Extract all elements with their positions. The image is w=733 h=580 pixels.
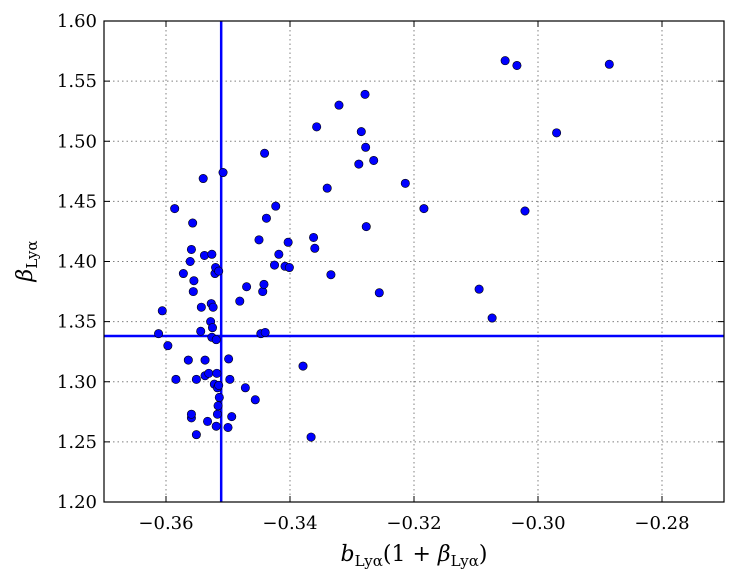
data-point [208, 323, 218, 333]
data-point [212, 368, 222, 378]
data-point [188, 287, 198, 297]
data-point [552, 128, 562, 138]
data-point [191, 374, 201, 384]
data-point [212, 409, 222, 419]
data-point [204, 368, 214, 378]
x-tick-label: −0.34 [262, 513, 317, 534]
y-tick-label: 1.35 [57, 312, 97, 333]
data-point [211, 335, 221, 345]
data-point [196, 326, 206, 336]
data-point [283, 237, 293, 247]
data-point [271, 201, 281, 211]
data-point [322, 183, 332, 193]
data-point [312, 122, 322, 132]
data-point [224, 354, 234, 364]
data-point [284, 263, 294, 273]
data-point [189, 276, 199, 286]
data-point [261, 213, 271, 223]
data-point [225, 374, 235, 384]
data-point [213, 401, 223, 411]
data-points [154, 56, 614, 442]
y-tick-label: 1.40 [57, 252, 97, 273]
data-point [520, 206, 530, 216]
y-tick-label: 1.60 [57, 11, 97, 32]
data-point [419, 204, 429, 214]
data-point [260, 148, 270, 158]
y-tick-labels: 1.20 1.25 1.30 1.35 1.40 1.45 1.50 1.55 1.60 [57, 11, 97, 513]
data-point [208, 302, 218, 312]
data-point [183, 355, 193, 365]
y-tick-label: 1.30 [57, 372, 97, 393]
data-point [260, 327, 270, 337]
data-point [214, 380, 224, 390]
data-point [360, 89, 370, 99]
data-point [199, 250, 209, 260]
data-point [400, 178, 410, 188]
data-point [354, 159, 364, 169]
data-point [306, 432, 316, 442]
data-point [474, 284, 484, 294]
data-point [185, 256, 195, 266]
data-point [512, 60, 522, 70]
data-point [326, 270, 336, 280]
data-point [170, 204, 180, 214]
x-tick-label: −0.36 [138, 513, 193, 534]
data-point [310, 243, 320, 253]
data-point [186, 244, 196, 254]
data-point [259, 279, 269, 289]
x-tick-label: −0.30 [510, 513, 565, 534]
data-point [240, 383, 250, 393]
data-point [269, 260, 279, 270]
data-point [242, 282, 252, 292]
x-tick-label: −0.32 [386, 513, 441, 534]
axis-ticks [104, 20, 724, 503]
x-tick-label: −0.28 [634, 513, 689, 534]
x-axis-label: bLyα(1 + βLyα) [340, 542, 487, 570]
data-point [203, 416, 213, 426]
y-tick-label: 1.50 [57, 131, 97, 152]
data-point [157, 306, 167, 316]
data-point [214, 392, 224, 402]
data-point [171, 374, 181, 384]
data-point [218, 168, 228, 178]
data-point [235, 296, 245, 306]
data-point [298, 361, 308, 371]
data-point [163, 341, 173, 351]
data-point [309, 232, 319, 242]
y-tick-label: 1.45 [57, 191, 97, 212]
data-point [369, 155, 379, 165]
data-point [191, 430, 201, 440]
y-axis-label: βLyα [13, 240, 41, 282]
data-point [196, 302, 206, 312]
y-tick-label: 1.20 [57, 492, 97, 513]
data-point [207, 249, 217, 259]
data-point [274, 249, 284, 259]
y-tick-label: 1.55 [57, 71, 97, 92]
reference-lines [104, 21, 724, 502]
data-point [198, 174, 208, 184]
grid-lines [104, 20, 724, 503]
data-point [154, 329, 164, 339]
data-point [223, 422, 233, 432]
data-point [334, 100, 344, 110]
data-point [214, 266, 224, 276]
data-point [186, 409, 196, 419]
data-point [487, 313, 497, 323]
data-point [178, 269, 188, 279]
x-tick-labels: −0.36 −0.34 −0.32 −0.30 −0.28 [138, 513, 689, 534]
data-point [361, 142, 371, 152]
data-point [227, 412, 237, 422]
data-point [356, 127, 366, 137]
data-point [500, 56, 510, 66]
data-point [374, 288, 384, 298]
y-tick-label: 1.25 [57, 432, 97, 453]
data-point [211, 421, 221, 431]
data-point [200, 355, 210, 365]
data-point [604, 59, 614, 69]
data-point [361, 222, 371, 232]
data-point [254, 235, 264, 245]
data-point [188, 218, 198, 228]
data-point [250, 395, 260, 405]
